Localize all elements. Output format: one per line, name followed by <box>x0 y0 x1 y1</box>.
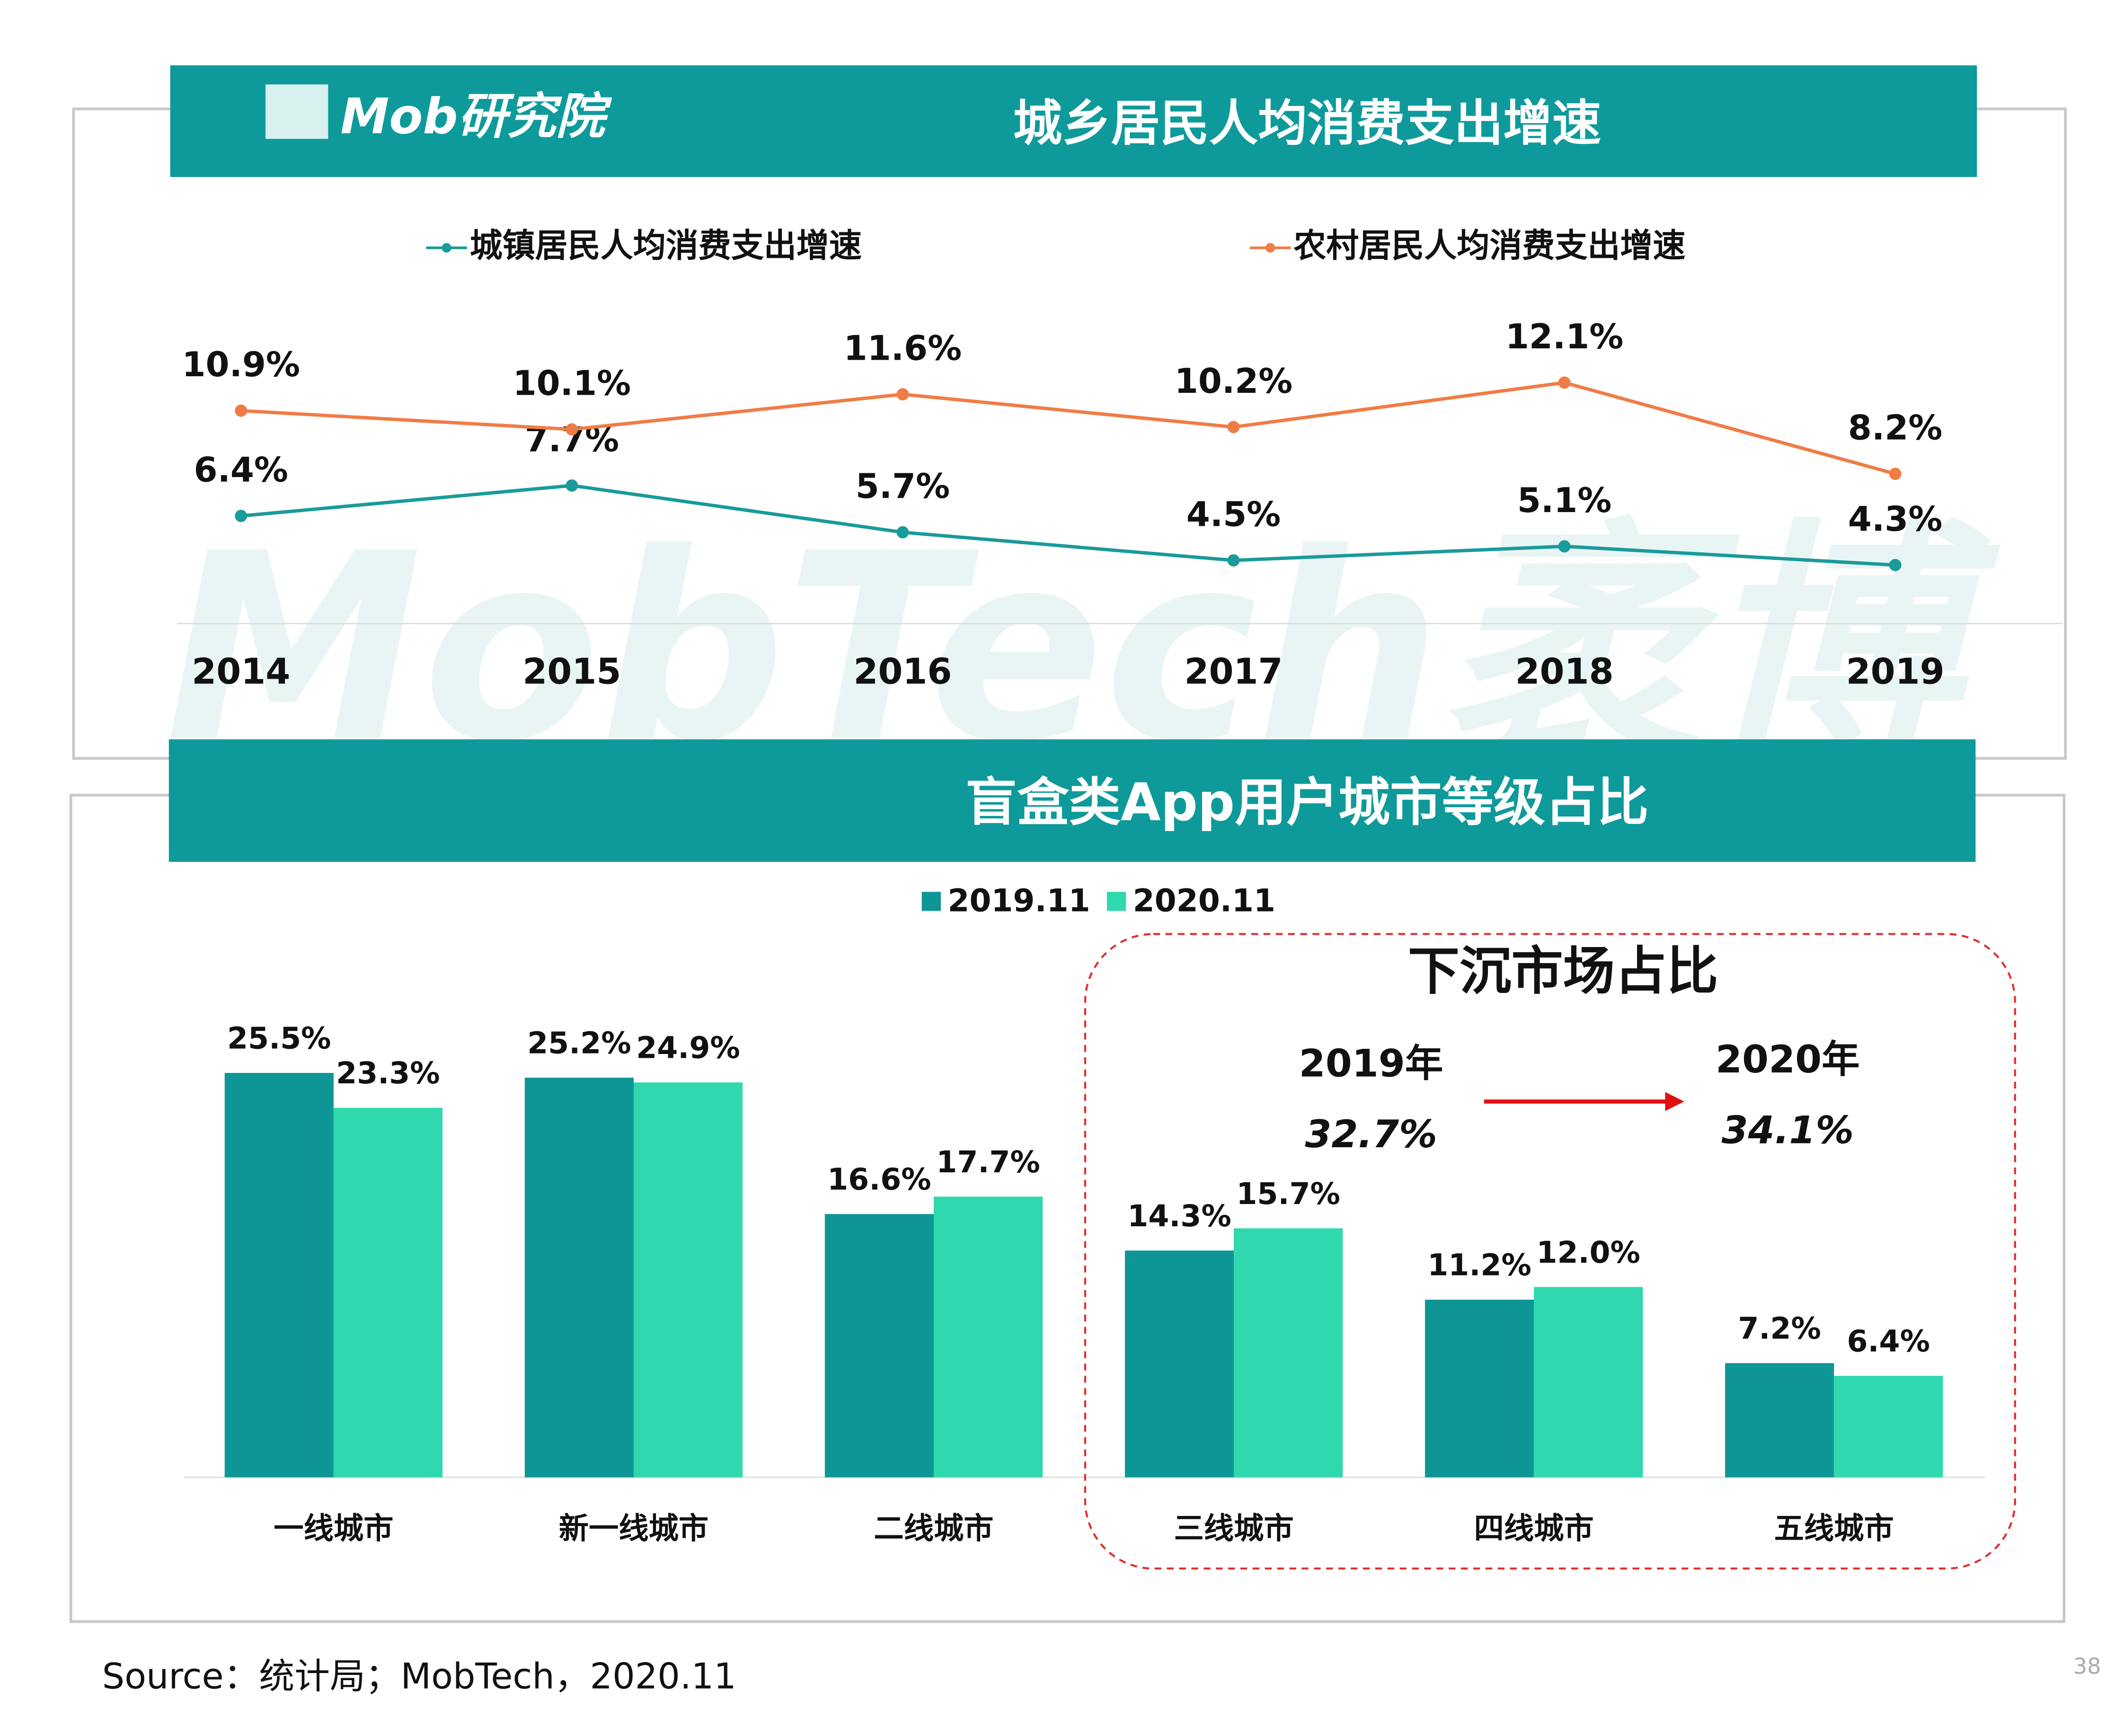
x-tick-label: 2017 <box>1184 651 1283 692</box>
x-tick-label: 新一线城市 <box>559 1511 708 1546</box>
point <box>1889 468 1902 480</box>
data-label: 14.3% <box>1127 1198 1231 1233</box>
series-line <box>241 381 1896 476</box>
point <box>1889 558 1902 571</box>
logo-icon <box>266 84 328 139</box>
data-label: 6.4% <box>194 450 288 490</box>
chart-title: 城乡居民人均消费支出增速 <box>1013 95 1602 152</box>
point <box>235 404 248 417</box>
x-tick-label: 五线城市 <box>1774 1511 1894 1546</box>
data-label: 12.1% <box>1505 317 1623 356</box>
chart-title: 盲盒类App用户城市等级占比 <box>965 772 1649 833</box>
data-label: 17.7% <box>936 1144 1040 1179</box>
data-label: 10.9% <box>182 345 300 384</box>
data-label: 25.5% <box>227 1021 331 1056</box>
legend-label: 农村居民人均消费支出增速 <box>1293 227 1685 265</box>
point <box>896 526 909 539</box>
bar <box>633 1082 743 1478</box>
bar <box>224 1072 334 1478</box>
bar <box>1834 1375 1943 1478</box>
legend-marker <box>442 243 451 253</box>
arrow-head <box>1665 1092 1684 1111</box>
legend-label: 2020.11 <box>1133 882 1275 919</box>
bar <box>524 1078 634 1478</box>
data-label: 5.1% <box>1517 480 1611 520</box>
legend-marker <box>1266 243 1275 253</box>
x-tick-label: 一线城市 <box>274 1511 393 1546</box>
point <box>1558 376 1571 389</box>
data-label: 10.1% <box>513 363 631 403</box>
point <box>1227 554 1240 567</box>
point <box>235 510 248 523</box>
annotation-year: 2020年 <box>1716 1037 1860 1081</box>
data-label: 4.5% <box>1186 494 1281 534</box>
bar <box>933 1196 1043 1478</box>
data-label: 5.7% <box>856 466 950 506</box>
logo: Mob研究院 <box>340 88 612 145</box>
x-tick-label: 2015 <box>522 651 621 692</box>
data-label: 23.3% <box>336 1055 440 1090</box>
data-label: 4.3% <box>1848 499 1942 539</box>
point <box>1558 540 1571 553</box>
legend-label: 城镇居民人均消费支出增速 <box>470 227 862 265</box>
x-tick-label: 2014 <box>192 651 290 692</box>
annotation-value: 34.1% <box>1722 1108 1854 1152</box>
point <box>1227 421 1240 434</box>
x-tick-label: 2019 <box>1846 651 1945 692</box>
data-label: 11.2% <box>1427 1248 1531 1283</box>
bar <box>1725 1363 1834 1478</box>
bar <box>1234 1228 1343 1478</box>
point <box>896 388 909 401</box>
point <box>566 423 578 436</box>
data-label: 12.0% <box>1536 1235 1640 1270</box>
data-label: 16.6% <box>827 1162 931 1197</box>
x-tick-label: 二线城市 <box>874 1511 993 1546</box>
data-label: 24.9% <box>636 1030 740 1065</box>
data-label: 15.7% <box>1236 1176 1340 1211</box>
data-label: 25.2% <box>527 1026 631 1061</box>
bar <box>1534 1287 1643 1478</box>
annotation-value: 32.7% <box>1305 1112 1437 1156</box>
annotation-year: 2019年 <box>1299 1041 1443 1086</box>
series-line <box>240 484 1895 567</box>
data-label: 10.2% <box>1175 361 1292 401</box>
data-label: 11.6% <box>844 328 962 368</box>
legend-swatch <box>921 892 941 911</box>
x-tick-label: 三线城市 <box>1174 1511 1293 1546</box>
bar <box>1425 1300 1534 1478</box>
header-bar <box>168 739 1976 862</box>
bar <box>333 1107 443 1478</box>
header-bar <box>170 65 1977 177</box>
source: Source：统计局；MobTech，2020.11 <box>102 1656 736 1697</box>
page-number: 38 <box>2073 1654 2101 1679</box>
x-tick-label: 四线城市 <box>1474 1511 1594 1546</box>
data-label: 6.4% <box>1847 1323 1930 1358</box>
highlight-box <box>1084 933 2016 1570</box>
point <box>566 479 578 492</box>
annotation-title: 下沉市场占比 <box>1408 941 1718 1001</box>
bar <box>824 1214 934 1478</box>
x-tick-label: 2018 <box>1515 651 1613 692</box>
data-label: 7.2% <box>1738 1311 1821 1346</box>
bar <box>1124 1250 1234 1478</box>
x-tick-label: 2016 <box>853 651 952 692</box>
data-label: 8.2% <box>1848 408 1942 448</box>
legend-swatch <box>1106 892 1126 911</box>
legend-label: 2019.11 <box>947 882 1090 919</box>
